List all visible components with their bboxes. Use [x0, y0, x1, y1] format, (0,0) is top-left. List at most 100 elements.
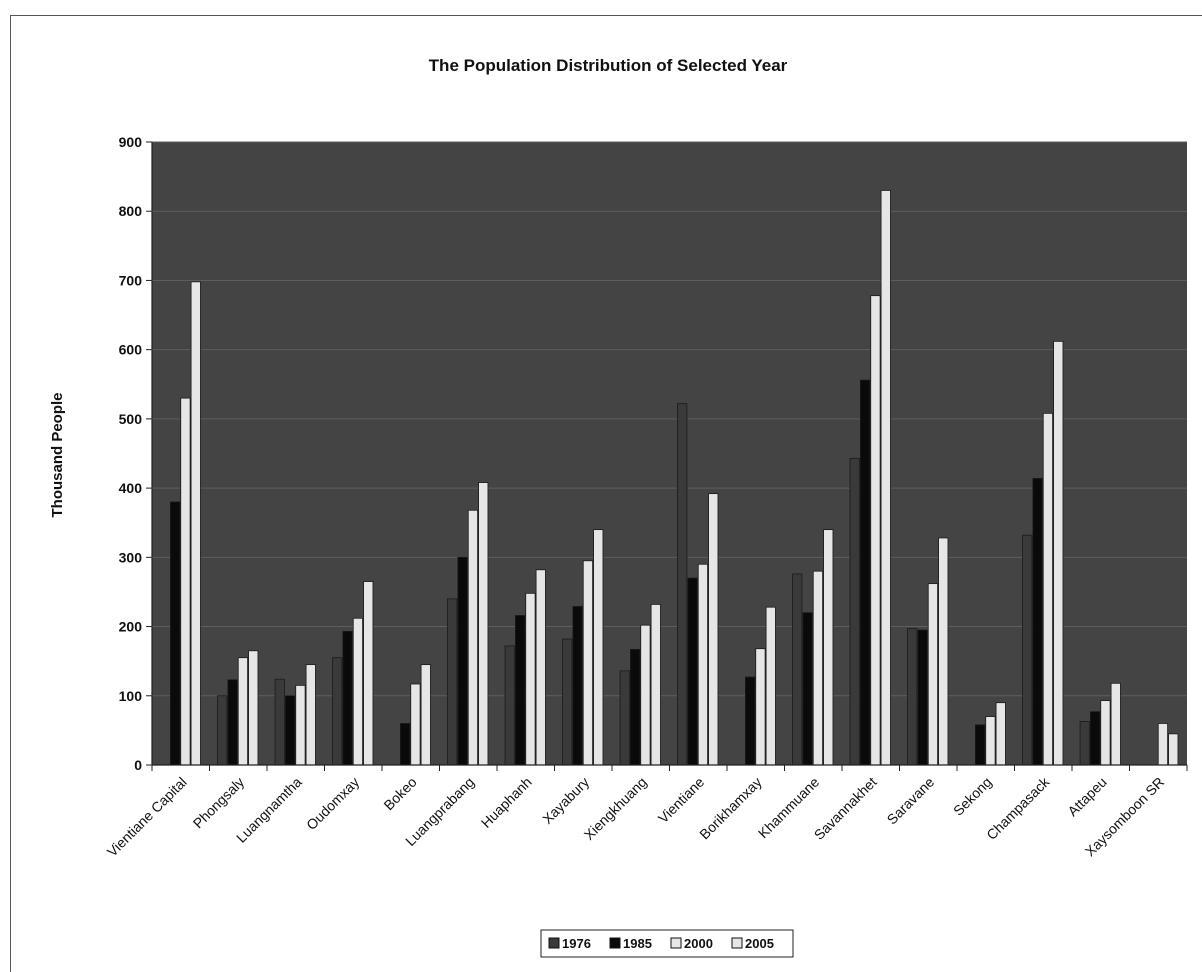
y-tick-label: 100 [119, 688, 143, 704]
bar-2000 [697, 563, 709, 766]
bar-1985 [342, 631, 353, 766]
bar-2005 [363, 581, 374, 766]
bar-1976 [332, 657, 343, 766]
bar-1976 [1079, 720, 1090, 766]
bar-2005 [1053, 340, 1064, 766]
x-tick-label: Vientiane Capital [104, 774, 190, 860]
bar-1976 [504, 645, 515, 766]
bar-2000 [1042, 412, 1054, 766]
bar-1985 [860, 379, 871, 766]
bar-2000 [352, 617, 364, 766]
bar-2000 [467, 509, 479, 766]
legend-swatch-2000 [670, 937, 682, 949]
bar-1985 [687, 577, 698, 766]
bar-1985 [457, 556, 468, 766]
bar-1976 [849, 457, 860, 766]
bar-2005 [765, 606, 776, 766]
bar-2000 [582, 560, 594, 766]
plot-area [152, 142, 1187, 765]
bar-2005 [880, 190, 891, 766]
bar-1976 [792, 573, 803, 766]
bar-2000 [410, 683, 421, 766]
bar-2005 [1110, 682, 1121, 766]
y-tick-label: 600 [119, 342, 143, 358]
bar-2000 [180, 397, 191, 766]
bar-2005 [535, 569, 546, 766]
bar-2000 [812, 570, 824, 766]
bar-2000 [1157, 723, 1169, 766]
bar-2000 [525, 592, 536, 766]
bar-1985 [399, 723, 411, 766]
x-tick-label: Attapeu [1064, 774, 1109, 819]
y-tick-label: 0 [134, 757, 142, 773]
bar-1985 [630, 648, 641, 766]
chart-title: The Population Distribution of Selected … [429, 56, 788, 75]
bar-2005 [248, 650, 259, 766]
x-tick-label: Phongsaly [190, 774, 248, 832]
legend-swatch-1976 [548, 937, 560, 949]
bar-2005 [305, 664, 316, 766]
bar-2005 [995, 702, 1006, 766]
x-tick-label: Huaphanh [478, 774, 535, 831]
bar-1985 [515, 615, 526, 766]
bar-2000 [985, 716, 996, 766]
bar-2000 [1100, 700, 1111, 766]
bar-2005 [1168, 733, 1179, 766]
x-tick-label: Vientiane [655, 774, 708, 827]
bar-1985 [169, 501, 181, 766]
legend: 1976 1985 2000 2005 [540, 929, 794, 958]
bar-1985 [1090, 711, 1101, 766]
bar-2005 [823, 529, 834, 766]
bar-1985 [227, 679, 238, 766]
bar-1976 [907, 628, 918, 766]
bar-1985 [284, 695, 296, 766]
legend-box [540, 929, 794, 958]
bar-1976 [619, 670, 630, 766]
y-tick-label: 300 [119, 549, 143, 565]
bar-2005 [938, 537, 949, 766]
bar-1985 [1032, 478, 1043, 766]
bar-1976 [562, 638, 573, 766]
x-tick-label: Oudomxay [303, 774, 362, 833]
bar-2005 [708, 493, 719, 766]
y-axis-label: Thousand People [49, 392, 66, 517]
bar-1976 [677, 403, 688, 766]
bar-2000 [755, 648, 766, 766]
y-tick-label: 200 [119, 619, 143, 635]
bar-2005 [593, 529, 604, 766]
y-tick-label: 500 [119, 411, 143, 427]
bar-2005 [420, 664, 431, 766]
bar-1985 [917, 629, 928, 766]
legend-label-2005: 2005 [745, 936, 774, 951]
bar-2005 [650, 604, 661, 766]
bar-1985 [745, 676, 756, 766]
bar-2000 [927, 583, 939, 766]
bar-2000 [237, 657, 249, 766]
x-tick-label: Champasack [983, 773, 1053, 843]
bar-1976 [217, 695, 228, 766]
x-tick-label: Borikhamxay [696, 774, 765, 843]
bar-2005 [478, 482, 489, 766]
y-tick-label: 400 [119, 480, 143, 496]
y-tick-label: 800 [119, 203, 143, 219]
x-tick-label: Bokeo [380, 774, 420, 814]
legend-swatch-2005 [731, 937, 743, 949]
bar-1985 [975, 724, 986, 766]
bar-2005 [190, 281, 201, 766]
bar-1976 [447, 598, 458, 766]
y-tick-label: 900 [119, 134, 143, 150]
bar-1976 [1022, 534, 1033, 766]
x-tick-label: Xayabury [539, 774, 592, 827]
bar-2000 [640, 624, 651, 766]
x-tick-label: Sekong [950, 774, 995, 819]
bar-1976 [274, 678, 285, 766]
bar-2000 [870, 295, 881, 766]
bar-2000 [295, 684, 306, 766]
bars [169, 190, 1179, 766]
bar-1985 [802, 612, 813, 766]
x-tick-label: Saravane [884, 774, 938, 828]
legend-label-1985: 1985 [623, 936, 652, 951]
gridlines [152, 141, 1187, 697]
legend-label-2000: 2000 [684, 936, 713, 951]
